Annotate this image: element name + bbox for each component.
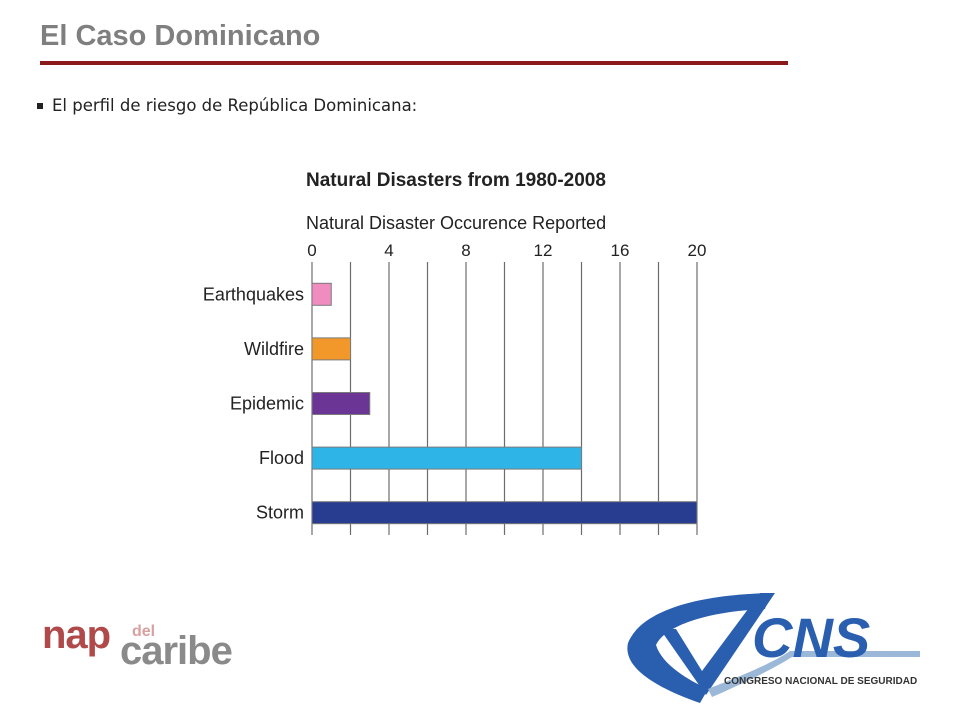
cns-tagline: CONGRESO NACIONAL DE SEGURIDAD <box>724 676 917 687</box>
bar-flood <box>311 446 582 470</box>
bar-earthquakes <box>311 282 332 306</box>
category-labels: Earthquakes Wildfire Epidemic Flood Storm <box>203 284 304 522</box>
category-label-flood: Flood <box>259 448 304 468</box>
bullet-item: El perfil de riesgo de República Dominic… <box>37 96 417 115</box>
x-tick-label-4: 4 <box>384 241 393 260</box>
cns-check-icon <box>660 593 775 695</box>
nap-del-caribe-logo: nap del caribe <box>42 613 233 672</box>
natural-disasters-chart: Natural Disasters from 1980-2008 Natural… <box>203 170 706 535</box>
x-tick-labels: 0 4 8 12 16 20 <box>307 241 706 260</box>
bars <box>311 282 698 525</box>
slide-title: El Caso Dominicano <box>40 20 321 52</box>
logo-nap-text: nap <box>42 613 110 657</box>
gridlines <box>311 262 698 535</box>
bar-storm <box>311 501 698 525</box>
cns-letters: CNS <box>752 606 870 669</box>
cns-logo: CNS CONGRESO NACIONAL DE SEGURIDAD <box>627 593 920 703</box>
category-label-epidemic: Epidemic <box>230 394 304 414</box>
cns-swoosh-icon <box>627 593 770 703</box>
x-tick-label-12: 12 <box>534 241 553 260</box>
logo-del-text: del <box>132 623 155 640</box>
category-label-earthquakes: Earthquakes <box>203 284 304 304</box>
x-tick-label-0: 0 <box>307 241 316 260</box>
x-axis-label: Natural Disaster Occurence Reported <box>306 213 606 233</box>
x-tick-label-8: 8 <box>461 241 470 260</box>
cns-shield-outline-icon <box>708 651 920 697</box>
bullet-text: El perfil de riesgo de República Dominic… <box>52 96 418 115</box>
square-bullet-icon <box>37 102 43 109</box>
x-tick-label-20: 20 <box>688 241 707 260</box>
chart-title: Natural Disasters from 1980-2008 <box>306 170 606 191</box>
logo-caribe-text: caribe <box>120 629 232 672</box>
bar-wildfire <box>311 337 351 361</box>
category-label-storm: Storm <box>256 503 304 523</box>
category-label-wildfire: Wildfire <box>244 339 304 359</box>
title-underline <box>40 61 788 65</box>
bar-epidemic <box>311 392 371 415</box>
x-tick-label-16: 16 <box>611 241 630 260</box>
